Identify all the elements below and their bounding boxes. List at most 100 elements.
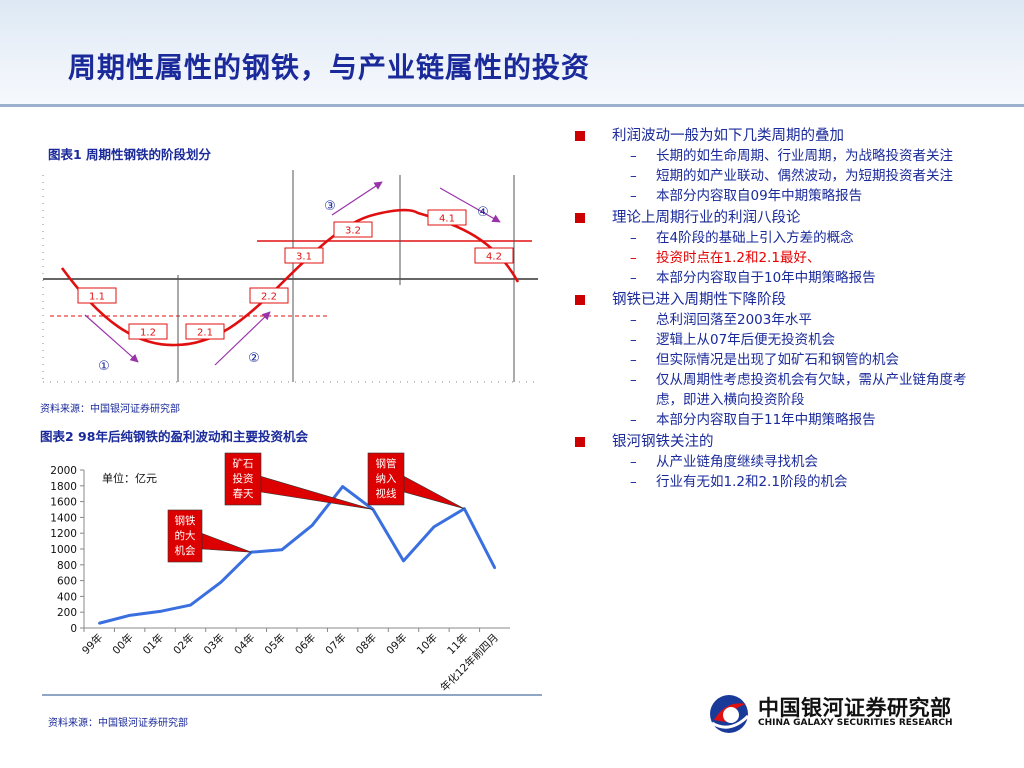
y-tick-label: 1600 [50,497,77,509]
sub-bullet-item: – 在4阶段的基础上引入方差的概念 [570,228,1010,248]
sub-bullet-text: 投资时点在1.2和2.1最好、 [656,250,821,266]
x-tick-label: 07年 [323,631,349,657]
x-tick-label: 09年 [384,631,410,657]
sub-bullet-text: 逻辑上从07年后便无投资机会 [656,332,836,348]
sub-bullet-text: 本部分内容取自于10年中期策略报告 [656,270,876,286]
dash-icon: – [630,372,637,388]
callout-pointer [403,475,465,509]
dash-icon: – [630,412,637,428]
data-point [402,559,405,563]
bullet-item: 钢铁已进入周期性下降阶段 [570,290,1010,310]
logo-text-cn: 中国银河证券研究部 [758,696,952,720]
x-tick-label: 10年 [414,631,440,657]
callout-label: 的大 [175,529,196,542]
x-tick-label: 03年 [201,631,227,657]
trend-arrow-icon [439,187,501,223]
stage-label: 4.1 [439,214,455,225]
sub-bullet-text: 本部分内容取自09年中期策略报告 [656,188,863,204]
stage-label: 4.2 [486,252,502,263]
bullet-square-icon [575,213,585,223]
bullet-text: 理论上周期行业的利润八段论 [612,210,801,226]
x-tick-label: 05年 [262,631,288,657]
stage-label-box [185,323,225,340]
callout-label: 视线 [376,487,397,500]
stage-label-box [77,287,117,304]
callout-pointer [201,532,252,553]
sub-bullet-item: – 从产业链角度继续寻找机会 [570,452,1010,472]
profit-chart: 0 200 400 600 800 1000 1200 1400 1600 1800 2000 99年… [50,452,510,694]
x-tick-label: 99年 [79,631,105,657]
callout-pointer [260,475,374,510]
sub-bullet-text: 从产业链角度继续寻找机会 [656,454,818,470]
sub-bullet-item: – 行业有无如1.2和2.1阶段的机会 [570,472,1010,492]
y-tick-label: 200 [57,607,77,619]
x-tick-label: 00年 [110,631,136,657]
stage-label: 3.2 [345,226,361,237]
sub-bullet-item: – 投资时点在1.2和2.1最好、 [570,248,1010,268]
sub-bullet-text: 行业有无如1.2和2.1阶段的机会 [656,474,848,490]
callout-label: 钢铁 [175,514,196,527]
y-tick-label: 2000 [50,465,77,477]
phase-marker: ④ [477,205,489,220]
chart1-source: 资料来源：中国银河证券研究部 [40,404,180,415]
y-tick-label: 400 [57,591,77,603]
bullet-text: 利润波动一般为如下几类周期的叠加 [612,128,844,144]
dash-icon: – [630,454,637,470]
y-tick-label: 1000 [50,544,77,556]
data-point [493,566,496,570]
bottom-divider [42,694,542,696]
dash-icon: – [630,332,637,348]
data-point [219,580,223,584]
data-point [432,525,436,529]
dash-icon: – [630,312,637,328]
callout-box [367,452,405,506]
dash-icon: – [630,474,637,490]
bullet-item: 利润波动一般为如下几类周期的叠加 [570,126,1010,146]
stage-label-box [284,247,324,264]
trend-arrow-icon [331,181,383,216]
y-tick-label: 0 [70,623,77,635]
callout-label: 矿石 [233,457,254,470]
data-point [341,485,344,488]
sub-bullet-item: – 仅从周期性考虑投资机会有欠缺，需从产业链角度考虑，即进入横向投资阶段 [570,370,1010,410]
header-divider [0,104,1024,107]
stage-label-box [333,221,373,238]
data-point [311,524,314,527]
bullet-text: 银河钢铁关注的 [612,434,714,450]
sub-bullet-item: – 逻辑上从07年后便无投资机会 [570,330,1010,350]
sub-bullet-item: – 长期的如生命周期、行业周期，为战略投资者关注 [570,146,1010,166]
profit-line [98,485,497,625]
bullet-square-icon [575,437,585,447]
galaxy-logo-icon [710,695,750,733]
x-tick-label: 06年 [292,631,318,657]
sub-bullet-text: 总利润回落至2003年水平 [656,312,812,328]
x-tick-label: 11年 [444,631,470,657]
callout-label: 机会 [175,544,196,557]
sub-bullet-text: 但实际情况是出现了如矿石和钢管的机会 [656,352,899,368]
phase-marker: ③ [324,199,336,214]
stage-label: 2.2 [261,292,277,303]
data-point [280,548,283,551]
x-tick-label: 01年 [140,631,166,657]
stage-label: 1.1 [89,292,105,303]
stage-label-box [474,247,514,264]
y-tick-label: 1400 [50,512,77,524]
stage-label-box [128,323,168,340]
y-tick-label: 1200 [50,528,77,540]
data-point [128,614,131,617]
bullet-item: 理论上周期行业的利润八段论 [570,208,1010,228]
sub-bullet-text: 仅从周期性考虑投资机会有欠缺，需从产业链角度考虑，即进入横向投资阶段 [656,372,967,408]
x-tick-label: 04年 [231,631,257,657]
trend-arrow-icon [214,311,271,366]
chart1-caption: 图表1 周期性钢铁的阶段划分 [48,147,212,162]
callout-label: 纳入 [376,472,397,485]
callout-label: 春天 [233,488,254,500]
dash-icon: – [630,148,637,164]
sub-bullet-item: – 本部分内容取自于10年中期策略报告 [570,268,1010,288]
x-tick-label: 08年 [353,631,379,657]
callout-label: 钢管 [376,457,397,470]
callout-box [167,509,203,563]
stage-chart: 1.1 1.2 2.1 2.2 3.1 3.2 4.1 4.2 ① ② ③ ④ [42,170,540,383]
phase-marker: ② [248,351,260,366]
sub-bullet-item: – 但实际情况是出现了如矿石和钢管的机会 [570,350,1010,370]
